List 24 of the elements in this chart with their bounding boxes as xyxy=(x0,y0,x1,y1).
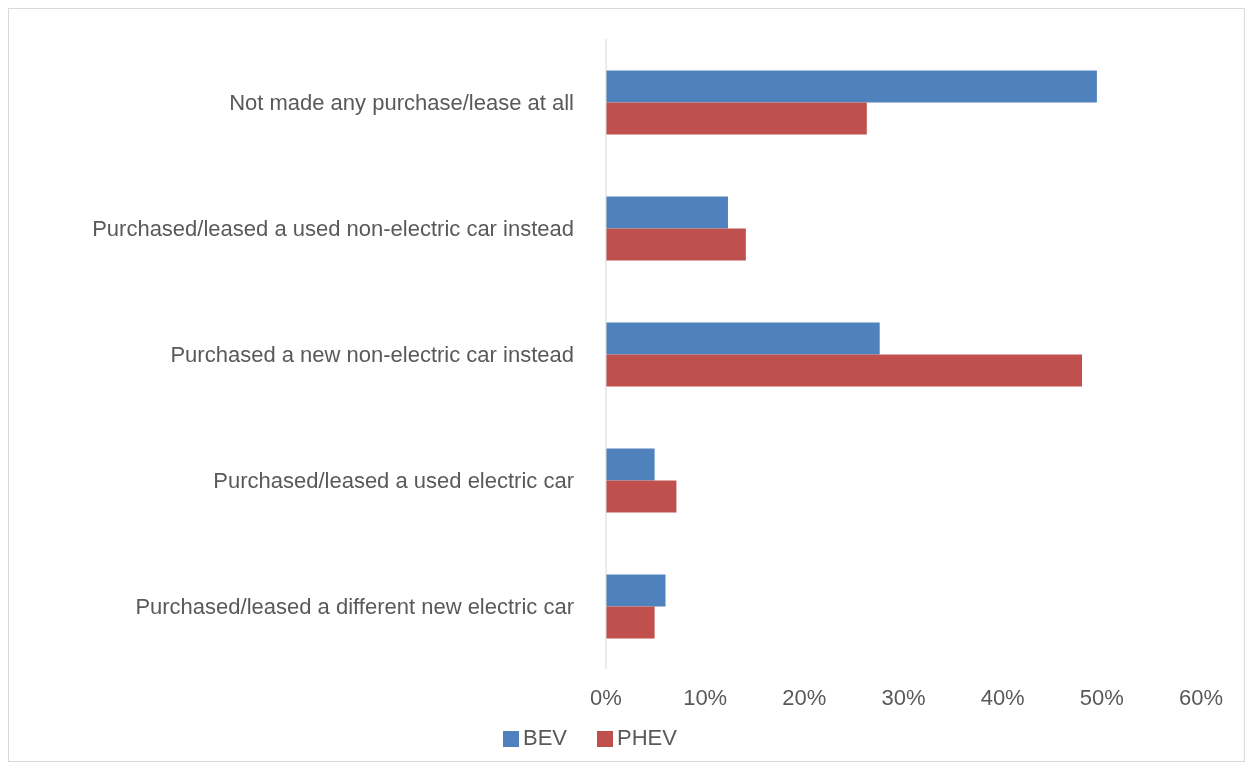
x-tick-label: 30% xyxy=(881,684,926,710)
y-tick-label: Purchased/leased a used electric car xyxy=(213,467,574,493)
bar xyxy=(606,196,728,229)
x-tick-label: 50% xyxy=(1079,684,1124,710)
bar xyxy=(606,574,666,607)
bar xyxy=(606,448,655,481)
bar xyxy=(606,228,746,261)
x-tick-label: 40% xyxy=(980,684,1025,710)
bar xyxy=(606,70,1097,103)
x-tick-label: 10% xyxy=(683,684,728,710)
bar xyxy=(606,322,880,355)
legend-label: BEV xyxy=(523,725,568,750)
y-tick-label: Purchased/leased a used non-electric car instead xyxy=(92,215,574,241)
bar xyxy=(606,102,867,135)
bar xyxy=(606,354,1082,387)
y-tick-label: Not made any purchase/lease at all xyxy=(229,89,574,115)
y-tick-label: Purchased a new non-electric car instead xyxy=(170,341,574,367)
bar xyxy=(606,480,677,513)
bar xyxy=(606,606,655,639)
x-tick-label: 60% xyxy=(1178,684,1224,710)
x-tick-label: 20% xyxy=(782,684,827,710)
y-tick-label: Purchased/leased a different new electric car xyxy=(135,593,574,619)
x-tick-label: 0% xyxy=(590,684,622,710)
legend-label: PHEV xyxy=(617,725,677,750)
